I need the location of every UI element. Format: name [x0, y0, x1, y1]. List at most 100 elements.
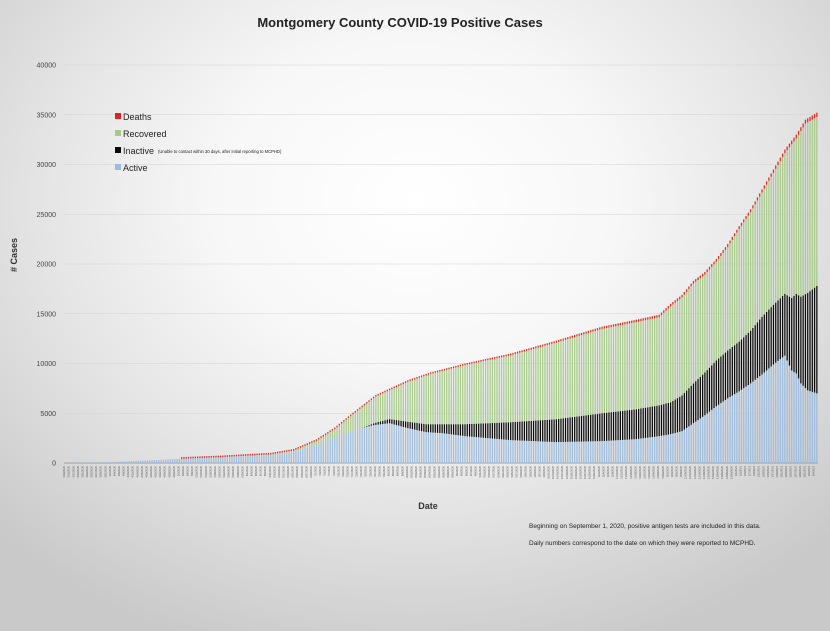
bar-recovered	[359, 408, 361, 429]
x-tick-label: 8/8/2020	[400, 465, 404, 476]
bar-deaths	[544, 343, 546, 346]
bar-active	[619, 440, 621, 463]
bar-active	[368, 426, 370, 463]
bar-deaths	[711, 264, 713, 267]
bar-active	[756, 378, 759, 463]
x-tick-label: 1/27/2021	[793, 465, 797, 477]
bar-active	[359, 428, 361, 463]
bar-recovered	[334, 429, 336, 438]
bar-recovered	[384, 392, 386, 421]
y-tick-label: 35000	[37, 112, 57, 119]
bar-recovered	[523, 351, 526, 422]
bar-deaths	[306, 443, 308, 445]
bar-active	[217, 457, 219, 463]
bar-inactive	[635, 409, 637, 440]
bar-deaths	[475, 361, 478, 363]
bar-recovered	[372, 398, 375, 424]
bar-active	[423, 431, 425, 463]
bar-deaths	[608, 325, 610, 328]
bar-active	[679, 431, 681, 463]
bar-recovered	[270, 454, 272, 456]
bar-deaths	[562, 338, 564, 341]
bar-recovered	[398, 386, 400, 421]
bar-inactive	[368, 425, 370, 427]
bar-active	[149, 460, 151, 463]
bar-deaths	[749, 209, 752, 213]
bar-active	[352, 430, 354, 463]
bar-inactive	[494, 422, 496, 439]
bar-deaths	[740, 222, 743, 226]
bar-recovered	[548, 344, 551, 420]
bar-active	[215, 457, 217, 463]
bar-active	[505, 439, 507, 463]
bar-inactive	[638, 408, 640, 439]
bar-active	[356, 429, 359, 463]
bar-active	[729, 396, 731, 463]
bar-deaths	[505, 354, 507, 357]
bar-recovered	[432, 373, 434, 425]
bar-active	[526, 440, 528, 463]
bar-inactive	[681, 395, 683, 432]
x-tick-label: 4/4/2020	[112, 465, 116, 476]
bar-active	[240, 456, 242, 463]
bar-active	[685, 427, 688, 463]
bar-active	[238, 456, 240, 463]
bar-recovered	[651, 318, 653, 407]
bar-recovered	[537, 347, 539, 421]
bar-deaths	[660, 312, 663, 316]
bar-active	[624, 439, 626, 463]
x-tick-label: 10/17/2020	[560, 465, 564, 479]
x-tick-label: 3/19/2020	[76, 465, 80, 477]
bar-recovered	[480, 361, 482, 424]
bar-active	[254, 455, 256, 463]
bar-active	[752, 381, 754, 463]
bar-active	[277, 454, 279, 463]
bar-inactive	[574, 416, 576, 442]
bar-active	[448, 434, 450, 463]
x-tick-label: 4/6/2020	[117, 465, 121, 476]
bar-inactive	[606, 412, 608, 441]
bar-active	[788, 365, 791, 463]
x-tick-label: 5/30/2020	[240, 465, 244, 477]
bar-deaths	[464, 363, 466, 366]
x-tick-label: 1/17/2021	[770, 465, 774, 477]
bar-active	[242, 456, 244, 463]
bar-deaths	[420, 375, 423, 378]
legend-label-active: Active	[123, 163, 148, 173]
bar-inactive	[692, 383, 695, 424]
x-tick-label: 12/28/2020	[725, 465, 729, 479]
bar-inactive	[640, 408, 642, 439]
bar-deaths	[708, 266, 711, 270]
bar-inactive	[601, 413, 603, 442]
bar-active	[91, 462, 94, 463]
x-tick-label: 11/20/2020	[638, 465, 642, 478]
bar-active	[749, 383, 752, 463]
x-tick-label: 3/25/2020	[90, 465, 94, 477]
bar-active	[308, 447, 311, 463]
bar-recovered	[736, 232, 738, 344]
bar-active	[418, 430, 420, 463]
bar-recovered	[430, 373, 432, 425]
bar-active	[142, 460, 144, 463]
bar-active	[603, 440, 605, 463]
bar-deaths	[297, 447, 299, 449]
bar-deaths	[197, 456, 199, 459]
x-tick-label: 11/22/2020	[642, 465, 646, 478]
bar-inactive	[759, 319, 761, 377]
bar-active	[229, 456, 231, 463]
x-tick-label: 5/22/2020	[222, 465, 226, 477]
x-tick-label: 8/16/2020	[419, 465, 423, 477]
bar-deaths	[775, 165, 777, 169]
bar-inactive	[514, 421, 516, 441]
bar-recovered	[665, 310, 667, 404]
bar-active	[199, 458, 201, 463]
bar-active	[667, 434, 669, 463]
bar-active	[336, 436, 338, 463]
bar-active	[347, 432, 350, 463]
bar-recovered	[457, 366, 459, 425]
bar-deaths	[784, 149, 786, 154]
bar-active	[548, 441, 551, 463]
bar-inactive	[587, 415, 589, 442]
x-tick-label: 8/2/2020	[387, 465, 391, 476]
bar-active	[181, 458, 183, 463]
